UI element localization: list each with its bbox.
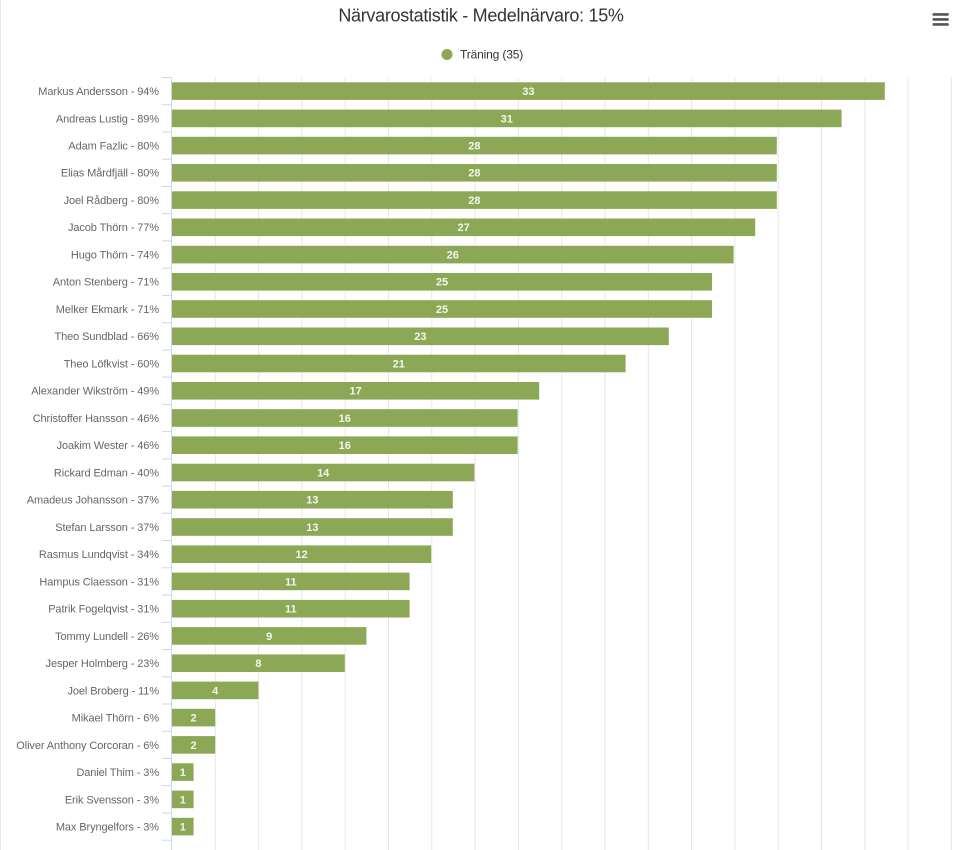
svg-text:12: 12 [295,549,307,561]
svg-text:11: 11 [285,604,297,616]
svg-text:Jacob Thörn - 77%: Jacob Thörn - 77% [68,222,159,234]
svg-text:13: 13 [306,522,318,534]
svg-text:Melker Ekmark - 71%: Melker Ekmark - 71% [56,304,160,316]
svg-text:25: 25 [436,304,448,316]
svg-text:23: 23 [414,331,426,343]
svg-text:Alexander Wikström - 49%: Alexander Wikström - 49% [31,386,159,398]
svg-text:Patrik Fogelqvist - 31%: Patrik Fogelqvist - 31% [48,604,159,616]
svg-text:1: 1 [180,794,186,806]
svg-text:Hugo Thörn - 74%: Hugo Thörn - 74% [71,250,159,262]
svg-text:Rasmus Lundqvist - 34%: Rasmus Lundqvist - 34% [39,549,159,561]
svg-text:Adam Fazlic - 80%: Adam Fazlic - 80% [68,141,159,153]
svg-text:1: 1 [180,822,186,834]
svg-text:Andreas Lustig - 89%: Andreas Lustig - 89% [56,113,159,125]
svg-text:Anton Stenberg - 71%: Anton Stenberg - 71% [53,277,160,289]
svg-text:Närvarostatistik - Medelnärvar: Närvarostatistik - Medelnärvaro: 15% [338,6,624,26]
svg-text:Markus Andersson - 94%: Markus Andersson - 94% [38,86,159,98]
svg-text:21: 21 [393,358,405,370]
svg-text:Daniel Thim - 3%: Daniel Thim - 3% [76,767,159,779]
svg-text:31: 31 [501,113,513,125]
svg-text:Theo Sundblad - 66%: Theo Sundblad - 66% [54,331,159,343]
svg-text:13: 13 [306,495,318,507]
svg-text:11: 11 [285,576,297,588]
svg-text:2: 2 [191,713,197,725]
svg-text:Amadeus Johansson - 37%: Amadeus Johansson - 37% [27,495,160,507]
svg-text:Joel Rådberg - 80%: Joel Rådberg - 80% [64,195,160,207]
svg-text:Oliver Anthony Corcoran - 6%: Oliver Anthony Corcoran - 6% [16,740,159,752]
svg-text:Stefan Larsson - 37%: Stefan Larsson - 37% [55,522,159,534]
svg-text:Träning (35): Träning (35) [460,48,523,62]
svg-text:26: 26 [447,250,459,262]
svg-text:Mikael Thörn - 6%: Mikael Thörn - 6% [72,713,160,725]
svg-text:Max Bryngelfors - 3%: Max Bryngelfors - 3% [56,822,159,834]
svg-text:1: 1 [180,767,186,779]
svg-text:Theo Löfkvist - 60%: Theo Löfkvist - 60% [64,358,160,370]
svg-text:14: 14 [317,467,330,479]
svg-text:25: 25 [436,277,448,289]
svg-text:28: 28 [468,168,480,180]
svg-text:Erik Svensson - 3%: Erik Svensson - 3% [65,794,160,806]
svg-text:27: 27 [457,222,469,234]
svg-text:2: 2 [191,740,197,752]
svg-text:33: 33 [522,86,534,98]
svg-text:Tommy Lundell - 26%: Tommy Lundell - 26% [55,631,159,643]
svg-text:16: 16 [339,413,351,425]
svg-text:17: 17 [349,386,361,398]
svg-text:Rickard Edman - 40%: Rickard Edman - 40% [54,467,159,479]
svg-text:Joel Broberg - 11%: Joel Broberg - 11% [67,685,159,697]
svg-text:8: 8 [255,658,261,670]
svg-text:Christoffer Hansson - 46%: Christoffer Hansson - 46% [33,413,160,425]
svg-text:16: 16 [339,440,351,452]
svg-text:28: 28 [468,195,480,207]
svg-text:Jesper Holmberg - 23%: Jesper Holmberg - 23% [46,658,160,670]
svg-text:9: 9 [266,631,272,643]
svg-text:Hampus Claesson - 31%: Hampus Claesson - 31% [39,576,159,588]
svg-text:4: 4 [212,685,219,697]
svg-text:Elias Mårdfjäll - 80%: Elias Mårdfjäll - 80% [61,168,159,180]
svg-text:Joakim Wester - 46%: Joakim Wester - 46% [57,440,160,452]
svg-text:28: 28 [468,141,480,153]
